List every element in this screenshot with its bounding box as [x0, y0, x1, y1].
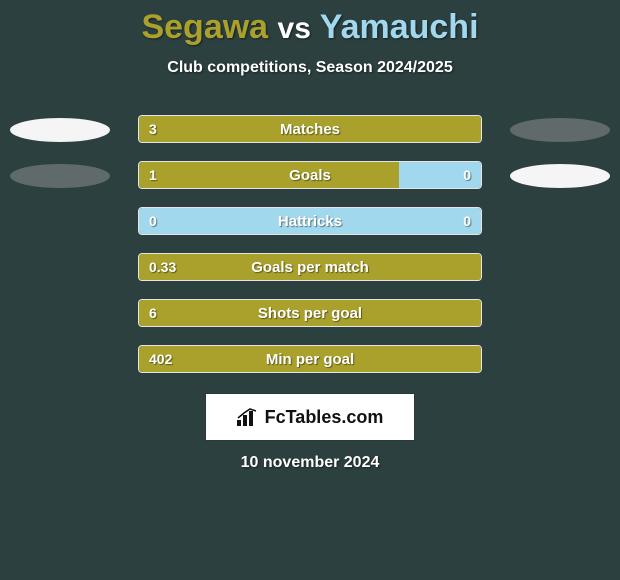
- stat-bar-track: Hattricks00: [138, 207, 482, 235]
- stat-bar-track: Matches3: [138, 115, 482, 143]
- stat-row: Goals10: [0, 161, 620, 191]
- stat-row: Min per goal402: [0, 345, 620, 375]
- stats-chart: Matches3 Goals10 Hattricks00 Goals per matc…: [0, 115, 620, 391]
- subtitle: Club competitions, Season 2024/2025: [0, 59, 620, 77]
- side-ellipse-right: [510, 118, 610, 142]
- stat-bar-fill-right: [399, 162, 481, 188]
- stat-bar-fill-left: [139, 116, 481, 142]
- side-ellipse-right: [510, 164, 610, 188]
- brand-badge: FcTables.com: [206, 394, 414, 440]
- stat-bar-track: Goals10: [138, 161, 482, 189]
- stat-row: Matches3: [0, 115, 620, 145]
- stat-bar-fill-left: [139, 162, 399, 188]
- stat-bar-track: Goals per match0.33: [138, 253, 482, 281]
- stat-row: Shots per goal6: [0, 299, 620, 329]
- side-ellipse-left: [10, 164, 110, 188]
- stat-row: Hattricks00: [0, 207, 620, 237]
- side-ellipse-left: [10, 118, 110, 142]
- stat-bar-fill-right: [139, 208, 481, 234]
- stat-bar-fill-left: [139, 254, 481, 280]
- stat-bar-fill-left: [139, 300, 481, 326]
- stat-bar-track: Min per goal402: [138, 345, 482, 373]
- brand-text: FcTables.com: [265, 407, 384, 428]
- stat-bar-fill-left: [139, 346, 481, 372]
- stat-bar-track: Shots per goal6: [138, 299, 482, 327]
- comparison-title: Segawa vs Yamauchi: [0, 0, 620, 47]
- player2-name: Yamauchi: [320, 8, 479, 46]
- stat-row: Goals per match0.33: [0, 253, 620, 283]
- brand-icon: [237, 408, 259, 426]
- vs-text: vs: [278, 12, 311, 45]
- date-label: 10 november 2024: [0, 454, 620, 472]
- player1-name: Segawa: [141, 8, 268, 46]
